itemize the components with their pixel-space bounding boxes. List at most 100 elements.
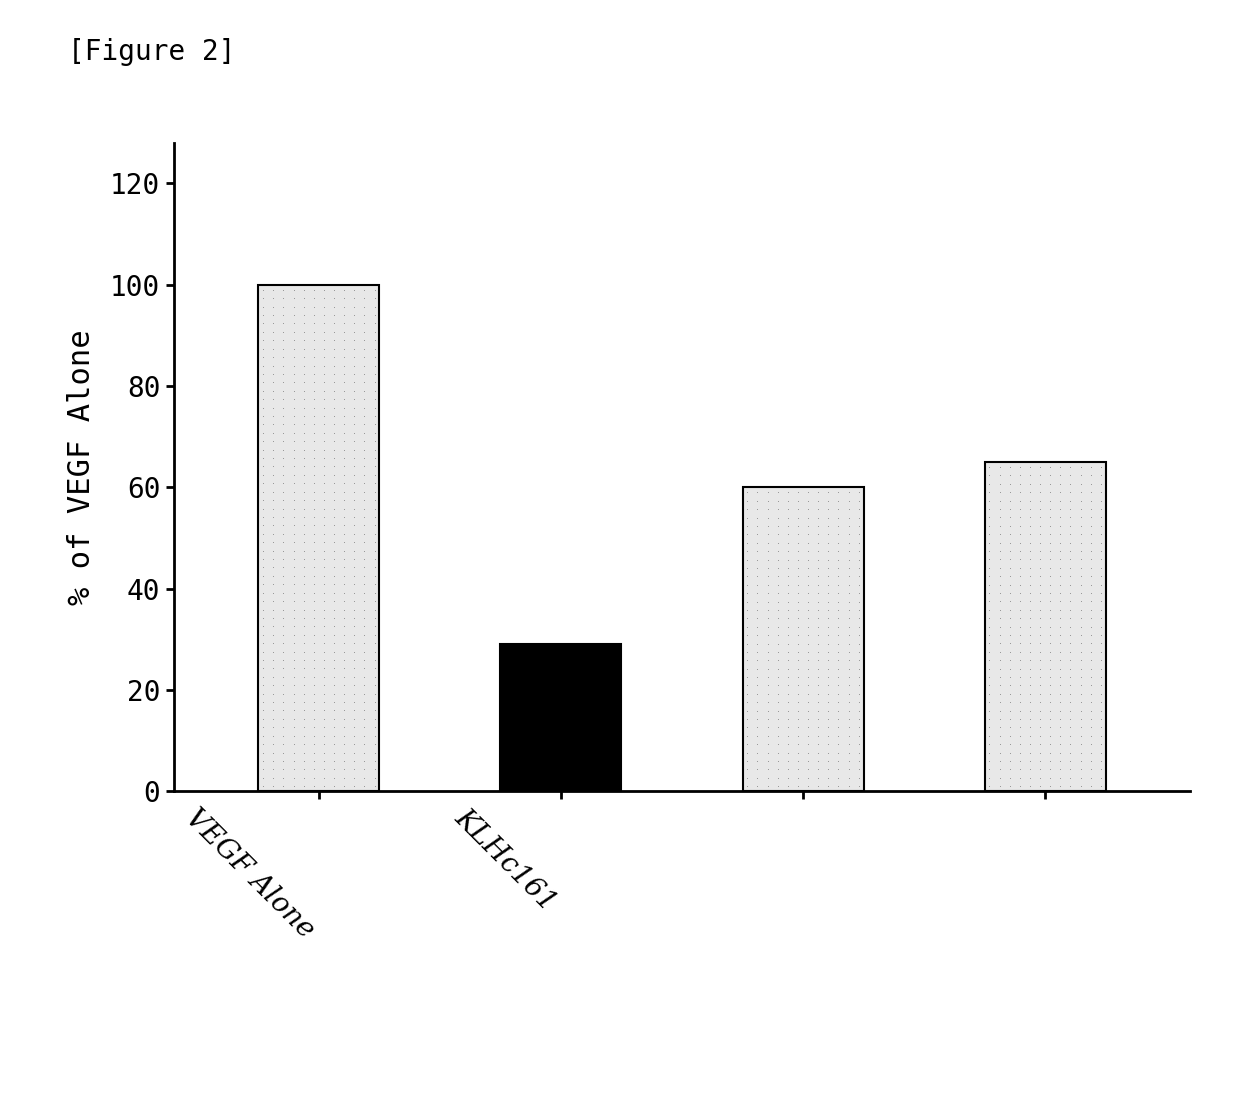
Point (1081, 559, 1101, 577)
Point (838, 719, 858, 736)
Point (789, 659, 808, 677)
Point (828, 601, 848, 619)
Point (294, 551, 314, 568)
Point (284, 601, 304, 619)
Point (284, 659, 304, 677)
Point (345, 626, 365, 644)
Point (335, 323, 355, 341)
Point (999, 500, 1019, 518)
Point (1021, 618, 1040, 635)
Point (818, 567, 838, 585)
Point (808, 585, 828, 602)
Point (253, 618, 273, 635)
Point (1021, 509, 1040, 526)
Point (999, 752, 1019, 769)
Point (1091, 509, 1111, 526)
Point (748, 652, 768, 669)
Point (1070, 592, 1090, 610)
Point (1040, 601, 1060, 619)
Point (1081, 517, 1101, 534)
Point (1091, 467, 1111, 485)
Point (777, 484, 797, 501)
Point (1040, 728, 1060, 745)
Point (284, 298, 304, 315)
Point (1091, 551, 1111, 568)
Point (818, 592, 838, 610)
Point (1070, 769, 1090, 787)
Point (1030, 626, 1050, 644)
Point (355, 415, 374, 433)
Point (355, 365, 374, 382)
Point (1081, 652, 1101, 669)
Point (335, 551, 355, 568)
Point (355, 592, 374, 610)
Point (355, 357, 374, 375)
Point (748, 500, 768, 518)
Point (294, 500, 314, 518)
Point (304, 601, 324, 619)
Point (284, 340, 304, 357)
Point (1030, 677, 1050, 695)
Point (990, 542, 1009, 559)
Point (1060, 685, 1080, 702)
Point (365, 500, 384, 518)
Point (314, 449, 334, 467)
Point (1081, 500, 1101, 518)
Point (345, 584, 365, 601)
Point (355, 668, 374, 686)
Point (1081, 728, 1101, 745)
Point (324, 390, 343, 408)
Point (818, 626, 838, 644)
Point (365, 466, 384, 484)
Point (263, 542, 283, 559)
Point (849, 777, 869, 795)
Point (980, 467, 999, 485)
Point (758, 643, 777, 660)
Point (314, 491, 334, 509)
Point (335, 761, 355, 778)
Point (818, 735, 838, 753)
Point (345, 500, 365, 518)
Point (253, 769, 273, 787)
Point (294, 432, 314, 449)
Point (789, 509, 808, 526)
Point (1030, 601, 1050, 619)
Point (818, 752, 838, 769)
Point (294, 726, 314, 744)
Point (1081, 677, 1101, 695)
Point (304, 374, 324, 391)
Point (274, 307, 294, 324)
Point (738, 618, 758, 635)
Point (999, 634, 1019, 652)
Point (1060, 659, 1080, 677)
Point (1081, 542, 1101, 559)
Point (284, 441, 304, 458)
Point (1091, 534, 1111, 552)
Point (274, 668, 294, 686)
Point (738, 710, 758, 728)
Point (828, 769, 848, 787)
Point (355, 710, 374, 728)
Point (294, 677, 314, 695)
Point (263, 491, 283, 509)
Point (777, 534, 797, 552)
Point (789, 652, 808, 669)
Point (1070, 652, 1090, 669)
Point (1040, 551, 1060, 568)
Point (324, 475, 343, 492)
Point (294, 323, 314, 341)
Point (294, 457, 314, 475)
Point (355, 382, 374, 400)
Point (1030, 484, 1050, 501)
Point (365, 626, 384, 644)
Point (253, 558, 273, 576)
Point (990, 601, 1009, 619)
Point (345, 726, 365, 744)
Point (274, 677, 294, 695)
Point (1060, 634, 1080, 652)
Point (980, 542, 999, 559)
Point (799, 618, 818, 635)
Point (1050, 534, 1070, 552)
Point (777, 769, 797, 787)
Point (294, 592, 314, 610)
